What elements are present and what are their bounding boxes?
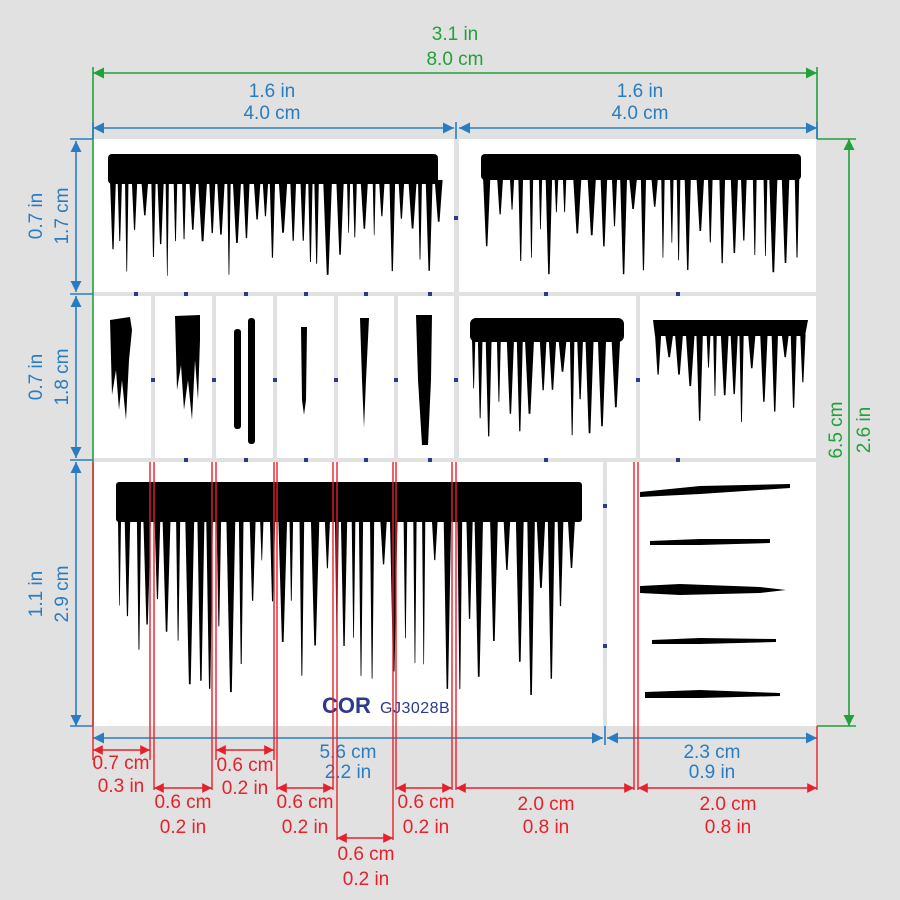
stroke3-cm: 0.6 cm: [216, 755, 273, 776]
row3-height-cm: 2.9 cm: [52, 565, 73, 622]
drip-bottom-left: [116, 482, 582, 695]
stroke1-in: 0.3 in: [98, 776, 144, 797]
stroke6-in: 0.2 in: [403, 817, 449, 838]
total-height-cm: 6.5 cm: [826, 401, 847, 458]
top-left-width-cm: 4.0 cm: [243, 103, 300, 124]
drip-left-cm: 2.0 cm: [517, 794, 574, 815]
stroke6-cm: 0.6 cm: [397, 792, 454, 813]
bottom-right-width-cm: 2.3 cm: [683, 742, 740, 763]
row2-height-cm: 1.8 cm: [52, 348, 73, 405]
bottom-left-width-in: 2.2 in: [325, 762, 371, 783]
stroke4-cm: 0.6 cm: [276, 792, 333, 813]
brand-logo: COR: [322, 693, 371, 718]
stroke2-in: 0.2 in: [160, 817, 206, 838]
total-width-cm: 8.0 cm: [426, 49, 483, 70]
red-dimensions: [92, 462, 818, 843]
panel-mid-3: [216, 296, 273, 458]
stroke5-in: 0.2 in: [343, 869, 389, 890]
drip-mid-right: [653, 320, 808, 423]
stroke4-in: 0.2 in: [282, 817, 328, 838]
drip-mid-left: [470, 318, 624, 437]
row3-height-in: 1.1 in: [26, 571, 47, 617]
stroke3-in: 0.2 in: [222, 778, 268, 799]
stroke1-cm: 0.7 cm: [92, 753, 149, 774]
blue-dimensions: [70, 122, 818, 745]
drip-bottom-right: [640, 484, 790, 698]
bottom-left-width-cm: 5.6 cm: [319, 742, 376, 763]
drip-small-strokes: [110, 315, 432, 445]
row1-height-in: 0.7 in: [26, 193, 47, 239]
drip-top-left: [108, 154, 443, 276]
total-width-in: 3.1 in: [432, 24, 478, 45]
stroke2-cm: 0.6 cm: [154, 792, 211, 813]
drip-top-right: [481, 154, 801, 275]
drip-left-in: 0.8 in: [523, 817, 569, 838]
drip-right-cm: 2.0 cm: [699, 794, 756, 815]
stroke5-cm: 0.6 cm: [337, 844, 394, 865]
registration-dots: [134, 216, 680, 648]
top-right-width-cm: 4.0 cm: [611, 103, 668, 124]
brand-code: GJ3028B: [380, 700, 450, 717]
row2-height-in: 0.7 in: [26, 354, 47, 400]
total-height-in: 2.6 in: [854, 407, 875, 453]
top-right-width-in: 1.6 in: [617, 81, 663, 102]
top-left-width-in: 1.6 in: [249, 81, 295, 102]
bottom-right-width-in: 0.9 in: [689, 762, 735, 783]
drip-right-in: 0.8 in: [705, 817, 751, 838]
row1-height-cm: 1.7 cm: [52, 187, 73, 244]
